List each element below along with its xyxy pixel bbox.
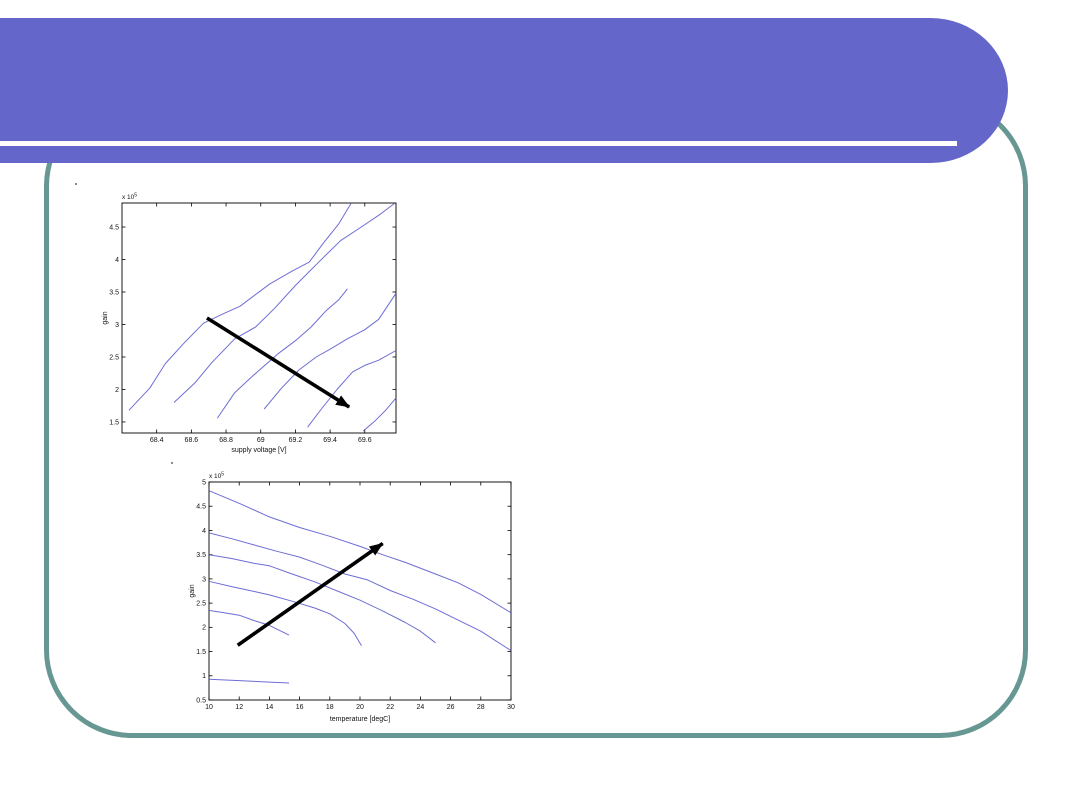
x-tick-label: 69.6 [358, 437, 372, 444]
x-tick-label: 20 [356, 704, 364, 711]
series-curve-3 [216, 288, 348, 419]
x-tick-label: 10 [205, 704, 213, 711]
series-curve-4 [208, 580, 362, 646]
y-tick-label: 3.5 [196, 552, 206, 559]
x-tick-label: 68.4 [150, 437, 164, 444]
chart-svg: 10 12 14 16 18 20 22 24 26 28 30 0.5 1 1.5 2 2.5 3 3.5 4 4.… [189, 471, 515, 723]
x-tick-label: 12 [235, 704, 243, 711]
y-tick-label: 2 [202, 625, 206, 632]
x-tick-label: 68.8 [219, 437, 233, 444]
y-tick-label: 2.5 [196, 601, 206, 608]
y-tick-label: 2.5 [109, 354, 119, 361]
y-tick-label: 3 [115, 322, 119, 329]
x-tick-label: 26 [447, 704, 455, 711]
x-tick-label: 28 [477, 704, 485, 711]
trend-arrow [206, 316, 351, 409]
x-tick-label: 68.6 [185, 437, 199, 444]
x-tick-label: 18 [326, 704, 334, 711]
y-tick-label: 0.5 [196, 697, 206, 704]
trend-arrow [236, 542, 384, 647]
series-curve-6 [362, 397, 397, 432]
y-tick-label: 1.5 [109, 419, 119, 426]
y-axis-ticks: 1.5 2 2.5 3 3.5 4 4.5 [109, 224, 396, 426]
plot-box [208, 481, 512, 701]
plot-box [121, 202, 397, 434]
y-tick-label: 4 [115, 257, 119, 264]
series-curve-1 [128, 203, 352, 411]
title-banner [0, 18, 1008, 163]
x-tick-label: 69 [257, 437, 265, 444]
series-curve-6 [208, 678, 290, 684]
y-tick-label: 4.5 [109, 224, 119, 231]
y-axis-label: gain [189, 584, 196, 597]
stray-dot [75, 183, 77, 185]
x-tick-label: 14 [266, 704, 274, 711]
y-axis-ticks: 0.5 1 1.5 2 2.5 3 3.5 4 4.5 5 [196, 479, 511, 704]
x-tick-label: 22 [386, 704, 394, 711]
chart-svg: 68.4 68.6 68.8 69 69.2 69.4 69.6 1.5 2 2.5 3 3.5 4 4.… [102, 192, 397, 454]
y-tick-label: 1 [202, 673, 206, 680]
x-tick-label: 24 [417, 704, 425, 711]
y-scale-exponent: x 105 [122, 192, 137, 201]
y-tick-label: 3.5 [109, 289, 119, 296]
series-curve-2 [208, 532, 512, 652]
y-tick-label: 4 [202, 528, 206, 535]
y-scale-exponent: x 105 [209, 471, 224, 480]
x-axis-label: supply voltage [V] [231, 447, 286, 454]
y-tick-label: 3 [202, 576, 206, 583]
series-curve-3 [208, 554, 436, 644]
y-tick-label: 5 [202, 479, 206, 486]
x-tick-label: 16 [296, 704, 304, 711]
series-curve-5 [307, 350, 397, 428]
x-tick-label: 30 [507, 704, 515, 711]
stray-dot [171, 462, 173, 464]
y-tick-label: 1.5 [196, 649, 206, 656]
banner-underline [0, 141, 957, 146]
series-lines [128, 203, 397, 432]
y-axis-label: gain [102, 311, 109, 324]
x-axis-label: temperature [degC] [330, 716, 390, 723]
temperature-gain-chart: 10 12 14 16 18 20 22 24 26 28 30 0.5 1 1.5 2 2.5 3 3.5 4 4.… [180, 460, 530, 735]
supply-voltage-gain-chart: 68.4 68.6 68.8 69 69.2 69.4 69.6 1.5 2 2.5 3 3.5 4 4.… [95, 180, 415, 470]
y-tick-label: 2 [115, 387, 119, 394]
x-tick-label: 69.4 [323, 437, 337, 444]
series-curve-5 [208, 609, 290, 636]
series-curve-4 [263, 293, 397, 410]
x-tick-label: 69.2 [289, 437, 303, 444]
y-tick-label: 4.5 [196, 504, 206, 511]
x-axis-ticks: 10 12 14 16 18 20 22 24 26 28 30 [205, 482, 515, 711]
x-axis-ticks: 68.4 68.6 68.8 69 69.2 69.4 69.6 [150, 203, 372, 444]
series-curve-2 [173, 203, 395, 403]
